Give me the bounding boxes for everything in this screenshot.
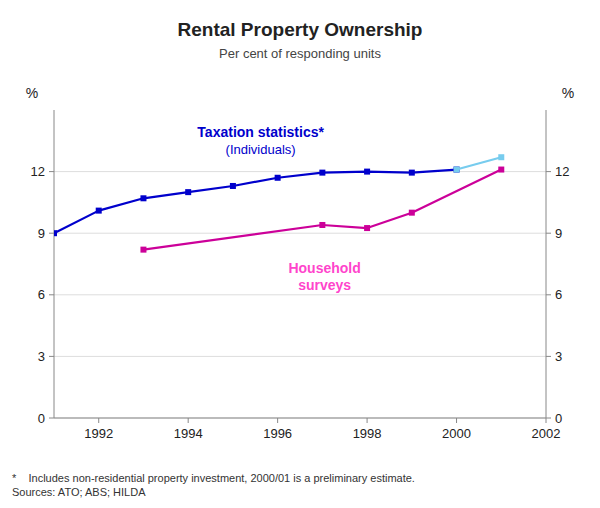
annotation: Householdsurveys [288, 260, 360, 293]
series-line [54, 170, 457, 234]
y2-axis-line [546, 110, 547, 418]
series-marker [185, 189, 191, 195]
y2-tick [546, 171, 551, 172]
x-tick-label: 1998 [353, 426, 382, 441]
y-tick-label: 3 [38, 349, 45, 364]
series-marker [409, 210, 415, 216]
grid-line [54, 418, 546, 419]
series-marker [319, 222, 325, 228]
y-axis-label: % [26, 85, 38, 101]
x-axis-line [54, 418, 546, 419]
series-marker [454, 167, 460, 173]
grid-line [54, 356, 546, 357]
series-line [143, 170, 501, 250]
x-tick-label: 1994 [174, 426, 203, 441]
series-marker [54, 230, 57, 236]
series-marker [498, 167, 504, 173]
series-marker [230, 183, 236, 189]
series-marker [409, 170, 415, 176]
series-marker [140, 195, 146, 201]
y2-tick [546, 294, 551, 295]
y-tick-label: 9 [38, 226, 45, 241]
x-tick [456, 418, 457, 423]
x-tick [546, 418, 547, 423]
series-marker [498, 154, 504, 160]
chart: Rental Property Ownership Per cent of res… [0, 0, 600, 508]
x-tick-label: 1992 [84, 426, 113, 441]
grid-line [54, 233, 546, 234]
x-tick-label: 2000 [442, 426, 471, 441]
y-tick-label: 0 [38, 411, 45, 426]
y2-axis-label: % [562, 85, 574, 101]
grid-line [54, 294, 546, 295]
y-tick [49, 356, 54, 357]
y-tick [49, 418, 54, 419]
x-tick-label: 1996 [263, 426, 292, 441]
series-marker [319, 170, 325, 176]
y2-tick [546, 418, 551, 419]
plot-area [54, 154, 504, 252]
x-tick [367, 418, 368, 423]
y2-tick [546, 356, 551, 357]
background [0, 0, 600, 508]
series-marker [454, 167, 460, 173]
series-marker [364, 225, 370, 231]
y-tick-label: 6 [38, 287, 45, 302]
series-marker [275, 175, 281, 181]
y2-tick-label: 3 [555, 349, 562, 364]
annotation: Taxation statistics* [197, 124, 324, 140]
x-tick-label: 2002 [532, 426, 561, 441]
y2-tick-label: 12 [555, 164, 569, 179]
footnote: * Includes non-residential property inve… [12, 472, 415, 498]
series-marker [140, 247, 146, 253]
y-tick [49, 171, 54, 172]
series-line [457, 157, 502, 169]
series-marker [96, 208, 102, 214]
y-tick [49, 233, 54, 234]
x-tick [188, 418, 189, 423]
title: Rental Property Ownership [178, 19, 423, 40]
grid-line [54, 171, 546, 172]
y-tick [49, 294, 54, 295]
y-tick-label: 12 [31, 164, 45, 179]
y2-tick [546, 233, 551, 234]
grid [54, 172, 546, 418]
x-tick [277, 418, 278, 423]
y2-tick-label: 9 [555, 226, 562, 241]
x-tick [98, 418, 99, 423]
y2-tick-label: 0 [555, 411, 562, 426]
annotation: (Individuals) [226, 142, 296, 157]
y-axis-line [54, 110, 55, 418]
y2-tick-label: 6 [555, 287, 562, 302]
series-marker [364, 169, 370, 175]
subtitle: Per cent of responding units [219, 46, 381, 61]
